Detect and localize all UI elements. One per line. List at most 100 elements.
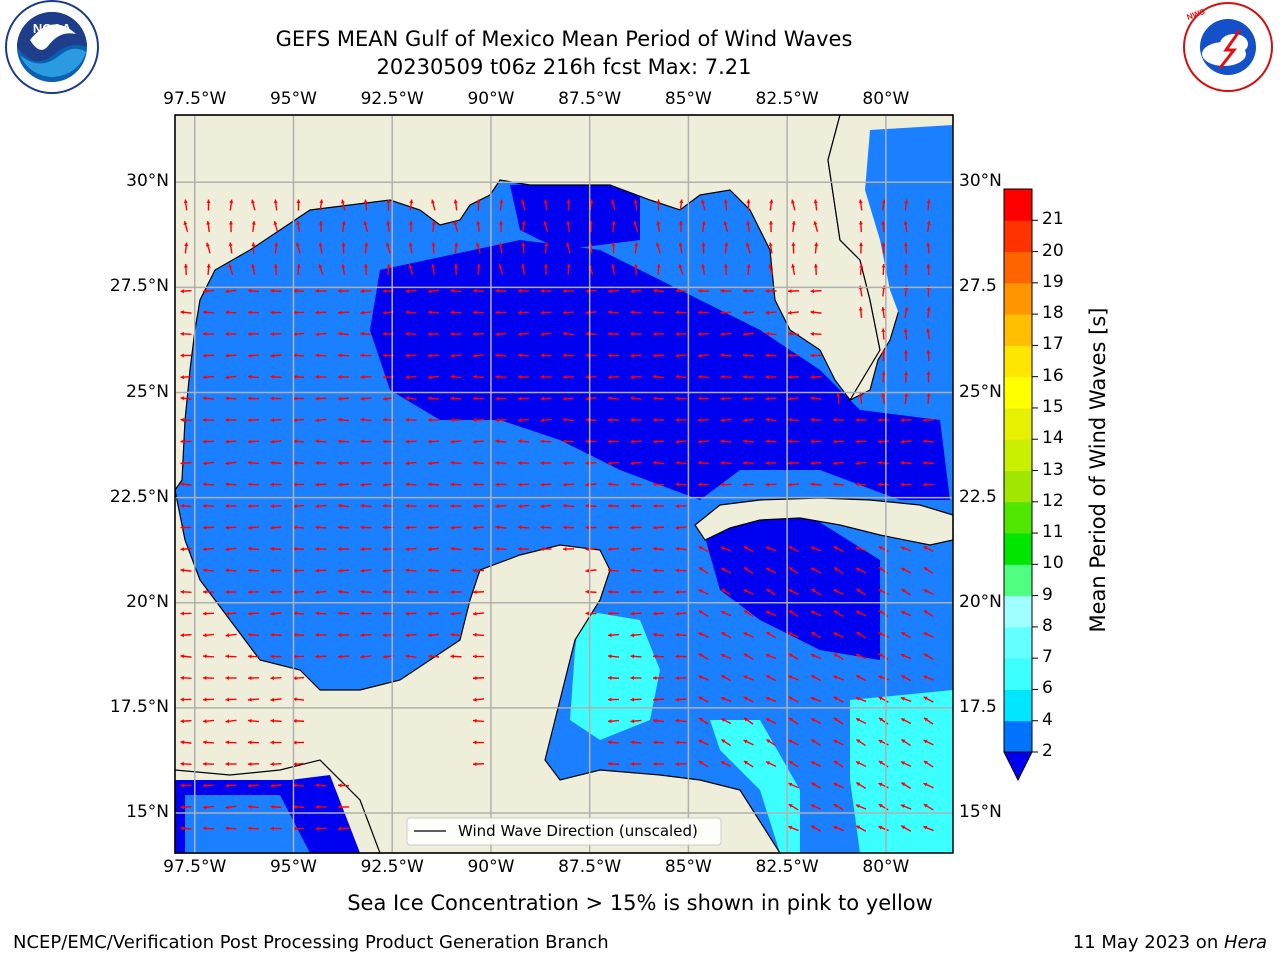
wind-direction-arrow xyxy=(675,332,687,337)
wind-direction-arrow xyxy=(832,482,845,487)
wind-direction-arrow xyxy=(405,461,417,466)
wind-direction-arrow xyxy=(607,654,620,659)
lat-tick-right: 27.5 xyxy=(959,276,997,297)
wind-direction-arrow xyxy=(720,696,732,703)
wind-direction-arrow xyxy=(495,460,507,465)
wind-direction-arrow xyxy=(225,439,237,444)
wind-direction-arrow xyxy=(472,504,485,509)
colorbar-tick-label: 16 xyxy=(1042,365,1064,386)
wind-direction-arrow xyxy=(180,654,192,659)
wind-direction-arrow xyxy=(788,760,799,768)
wind-direction-arrow xyxy=(540,288,552,294)
colorbar-segment xyxy=(1004,282,1032,315)
lon-tick-top: 95°W xyxy=(269,89,317,109)
wind-direction-arrow xyxy=(247,697,260,702)
wind-direction-arrow xyxy=(765,696,777,703)
wind-direction-arrow xyxy=(630,547,642,552)
wind-direction-arrow xyxy=(656,199,661,211)
wind-direction-arrow xyxy=(292,762,305,767)
wind-direction-arrow xyxy=(765,674,777,682)
wind-direction-arrow xyxy=(900,653,912,660)
wind-direction-arrow xyxy=(408,264,414,275)
wind-direction-arrow xyxy=(562,396,575,401)
wind-direction-arrow xyxy=(495,482,507,487)
wind-direction-arrow xyxy=(652,460,665,465)
wind-direction-arrow xyxy=(337,417,350,422)
wind-direction-arrow xyxy=(521,242,526,254)
colorbar-segment xyxy=(1004,189,1032,221)
wind-direction-arrow xyxy=(341,263,346,276)
wind-direction-arrow xyxy=(788,566,799,575)
wind-direction-arrow xyxy=(315,568,327,573)
wind-direction-arrow xyxy=(472,396,485,401)
wind-direction-arrow xyxy=(360,396,372,401)
wind-direction-arrow xyxy=(225,783,237,788)
wind-direction-arrow xyxy=(720,761,732,767)
wind-direction-arrow xyxy=(427,482,440,487)
wind-direction-arrow xyxy=(787,396,800,401)
wind-direction-arrow xyxy=(656,263,661,276)
wind-direction-arrow xyxy=(270,762,282,767)
lat-tick-right: 15°N xyxy=(959,802,1002,823)
wind-direction-arrow xyxy=(630,654,642,659)
wind-direction-arrow xyxy=(315,439,327,444)
wind-direction-arrow xyxy=(810,482,822,487)
wind-direction-arrow xyxy=(405,611,417,616)
wind-direction-arrow xyxy=(517,546,530,552)
wind-direction-arrow xyxy=(180,633,192,638)
colorbar-segment xyxy=(1004,251,1032,284)
wind-direction-arrow xyxy=(585,461,597,466)
wind-direction-arrow xyxy=(206,263,211,276)
wind-direction-arrow xyxy=(675,353,687,358)
wind-direction-arrow xyxy=(386,263,391,276)
wind-direction-arrow xyxy=(745,242,751,254)
wind-direction-arrow xyxy=(923,589,934,595)
wind-direction-arrow xyxy=(765,761,777,767)
wind-direction-arrow xyxy=(202,310,215,315)
wind-direction-arrow xyxy=(363,199,368,211)
wind-direction-arrow xyxy=(454,242,459,254)
wind-direction-arrow xyxy=(270,460,282,465)
wind-direction-arrow xyxy=(607,503,620,508)
wind-direction-arrow xyxy=(652,288,665,293)
wind-direction-arrow xyxy=(180,375,192,380)
wind-direction-arrow xyxy=(855,439,867,444)
wind-direction-arrow xyxy=(427,589,440,595)
wind-direction-arrow xyxy=(427,353,440,358)
wind-direction-arrow xyxy=(697,332,710,337)
wind-direction-arrow xyxy=(788,545,799,553)
wind-direction-arrow xyxy=(472,439,485,444)
lat-tick-left: 20°N xyxy=(126,591,169,612)
wind-direction-arrow xyxy=(790,199,796,211)
wind-direction-arrow xyxy=(450,503,462,509)
wind-direction-arrow xyxy=(788,717,799,725)
wind-direction-arrow xyxy=(788,589,799,595)
wind-direction-arrow xyxy=(900,804,912,810)
wind-direction-arrow xyxy=(566,220,571,233)
wind-direction-arrow xyxy=(315,482,327,487)
wind-direction-arrow xyxy=(427,417,440,423)
lat-tick-right: 20°N xyxy=(959,591,1002,612)
wind-direction-arrow xyxy=(292,546,305,551)
wind-direction-arrow xyxy=(427,547,440,552)
wind-direction-arrow xyxy=(495,504,507,509)
wind-direction-arrow xyxy=(566,199,571,211)
wind-direction-arrow xyxy=(202,439,215,444)
wind-direction-arrow xyxy=(225,331,237,337)
wind-direction-arrow xyxy=(475,242,481,254)
wind-direction-arrow xyxy=(585,396,597,401)
wind-direction-arrow xyxy=(630,396,642,401)
wind-direction-arrow xyxy=(633,221,639,232)
wind-direction-arrow xyxy=(768,242,773,254)
wind-direction-arrow xyxy=(926,371,931,383)
wind-direction-arrow xyxy=(405,503,417,508)
wind-direction-arrow xyxy=(926,349,931,362)
wind-direction-arrow xyxy=(202,503,215,509)
wind-direction-arrow xyxy=(922,439,935,444)
wind-direction-arrow xyxy=(476,220,481,233)
wind-direction-arrow xyxy=(585,482,597,487)
wind-direction-arrow xyxy=(630,482,642,487)
wind-direction-arrow xyxy=(652,353,665,358)
wind-direction-arrow xyxy=(405,525,417,530)
wind-direction-arrow xyxy=(926,220,931,233)
